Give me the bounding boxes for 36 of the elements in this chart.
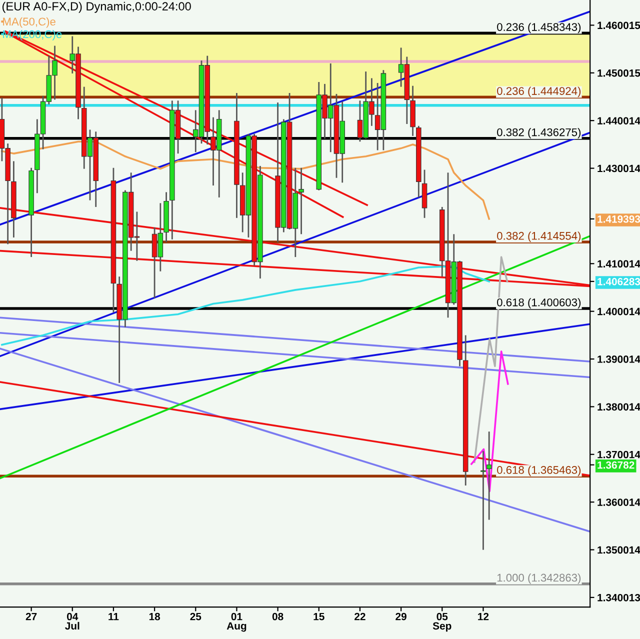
- x-tick-label: 11: [108, 612, 119, 620]
- x-tick-label: 27: [26, 612, 37, 620]
- y-tick-label: 1.340013: [598, 594, 640, 602]
- x-tick-label: 08: [272, 612, 284, 620]
- y-tick-label: 1.406283: [598, 278, 640, 286]
- ref-line-label: 0.382 (1.436275): [497, 128, 581, 138]
- ref-line-label: 0.618 (1.365463): [497, 466, 581, 476]
- x-tick-label: 22: [354, 612, 366, 620]
- y-tick-label: 1.450015: [598, 69, 640, 77]
- ref-line-label: 0.236 (1.458343): [497, 22, 581, 34]
- ref-line-label: 1.000 (1.342863): [497, 574, 581, 584]
- x-tick-label: 04 Jul: [65, 612, 80, 630]
- y-tick-label: 1.350014: [598, 546, 640, 554]
- legend-label: MA(50,C)e: [3, 17, 56, 28]
- y-tick-label: 1.390014: [598, 356, 640, 363]
- y-tick-label: 1.430014: [598, 164, 640, 172]
- y-tick-label: 1.360014: [598, 498, 640, 506]
- y-tick-label: 1.370014: [598, 450, 640, 458]
- x-tick-label: 05 Sep: [432, 612, 452, 632]
- ref-line-label: 0.236 (1.444924): [497, 86, 581, 98]
- x-tick-label: 29: [396, 612, 406, 620]
- y-tick-label: 1.419393: [598, 215, 640, 223]
- y-tick-label: 1.440014: [598, 117, 640, 124]
- y-tick-label: 1.400014: [598, 308, 640, 316]
- ref-line-label: 0.618 (1.400603): [497, 298, 581, 309]
- x-tick-label: 15: [314, 612, 324, 620]
- y-tick-label: 1.36782: [598, 461, 634, 469]
- y-tick-label: 1.380014: [598, 403, 640, 411]
- x-tick-label: 25: [190, 612, 202, 620]
- x-tick-label: 18: [149, 612, 160, 620]
- chart-title: (EUR A0-FX,D) Dynamic,0:00-24:00: [2, 2, 191, 13]
- x-tick-label: 01 Aug: [226, 612, 246, 632]
- y-tick-label: 1.410014: [598, 260, 640, 268]
- ref-line-label: 0.382 (1.414554): [497, 232, 581, 242]
- x-tick-label: 12: [478, 612, 489, 620]
- y-tick-label: 1.460015: [598, 22, 640, 30]
